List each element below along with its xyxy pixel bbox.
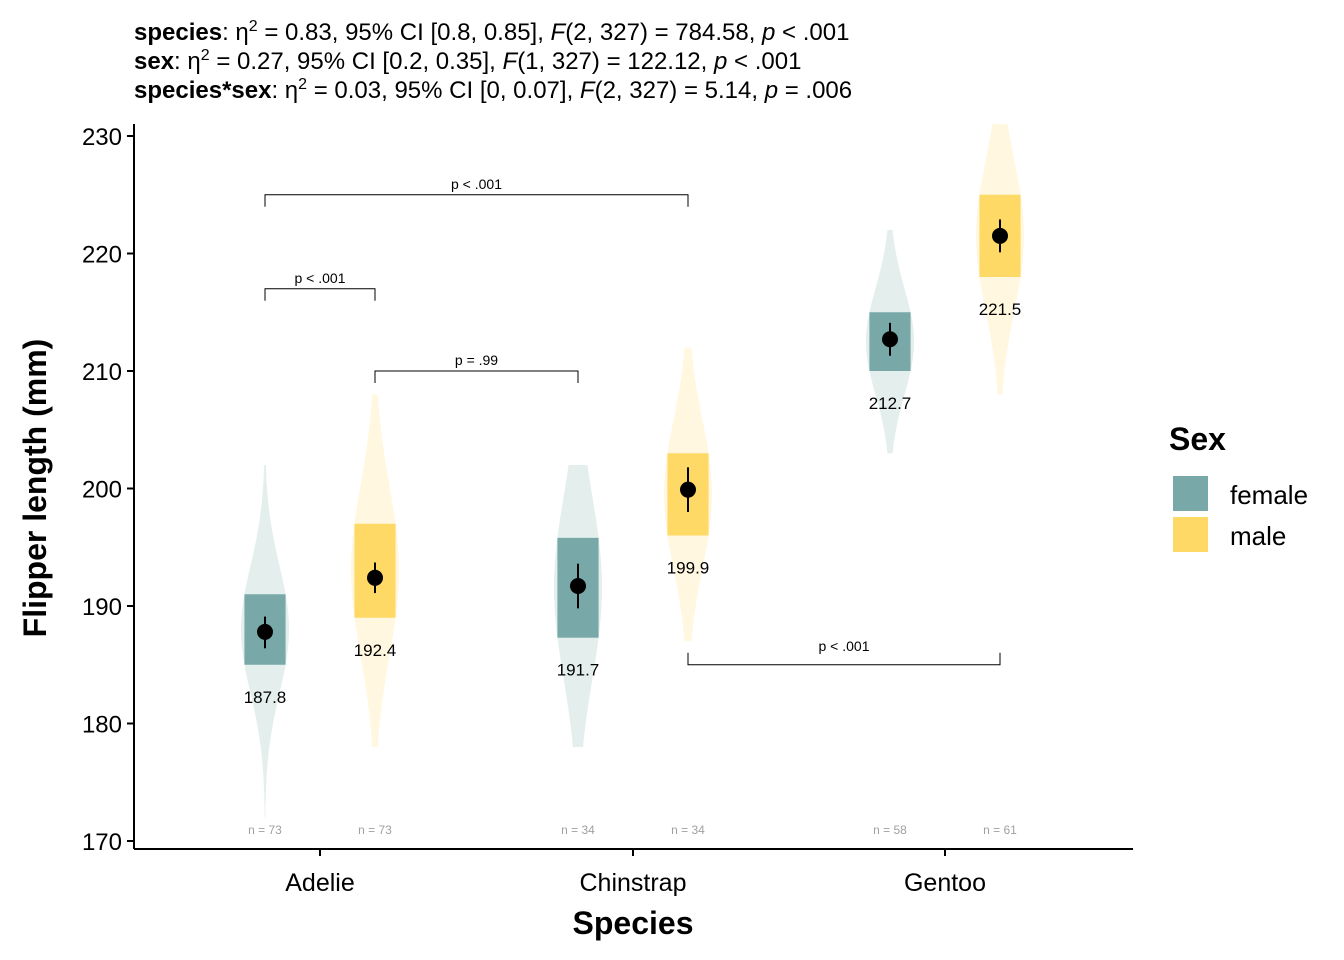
mean-point	[257, 623, 273, 640]
n-label: n = 73	[358, 823, 392, 837]
legend-swatch-male	[1173, 517, 1208, 552]
mean-point	[570, 578, 586, 595]
comparison-label: p = .99	[455, 352, 498, 368]
n-label: n = 61	[983, 823, 1017, 837]
x-tick-label: Chinstrap	[580, 869, 687, 897]
x-axis-title: Species	[573, 905, 694, 941]
y-tick-label: 220	[82, 242, 122, 269]
x-tick-label: Adelie	[285, 869, 355, 897]
mean-point	[367, 569, 383, 586]
mean-label: 199.9	[667, 559, 710, 578]
mean-label: 221.5	[979, 300, 1022, 319]
n-label: n = 58	[873, 823, 907, 837]
y-tick-label: 190	[82, 594, 122, 621]
x-tick-label: Gentoo	[904, 869, 986, 897]
y-tick-label: 180	[82, 712, 122, 739]
n-label: n = 73	[248, 823, 282, 837]
y-tick-label: 200	[82, 477, 122, 504]
y-tick-label: 170	[82, 829, 122, 856]
comparison-bracket	[264, 194, 689, 207]
y-tick-label: 210	[82, 359, 122, 386]
comparison-label: p < .001	[451, 176, 502, 192]
n-label: n = 34	[671, 823, 705, 837]
comparison-bracket	[687, 652, 1001, 666]
legend-title: Sex	[1169, 421, 1226, 457]
y-tick-label: 230	[82, 124, 122, 151]
n-label: n = 34	[561, 823, 595, 837]
subtitle-line: species: η2 = 0.83, 95% CI [0.8, 0.85], …	[134, 18, 850, 47]
legend-swatch-female	[1173, 476, 1208, 511]
mean-point	[882, 331, 898, 348]
comparison-label: p < .001	[819, 638, 870, 654]
mean-point	[680, 481, 696, 498]
y-axis-title: Flipper length (mm)	[17, 339, 53, 638]
comparison-bracket	[374, 370, 579, 383]
comparison-bracket	[264, 288, 376, 301]
mean-label: 187.8	[244, 688, 287, 707]
subtitle-line: sex: η2 = 0.27, 95% CI [0.2, 0.35], F(1,…	[134, 47, 802, 76]
mean-label: 191.7	[557, 661, 600, 680]
mean-label: 212.7	[869, 394, 912, 413]
mean-point	[992, 227, 1008, 244]
legend-label-male: male	[1230, 521, 1286, 551]
comparison-label: p < .001	[295, 270, 346, 286]
subtitle-line: species*sex: η2 = 0.03, 95% CI [0, 0.07]…	[134, 76, 853, 105]
legend-label-female: female	[1230, 480, 1308, 510]
mean-label: 192.4	[354, 641, 397, 660]
